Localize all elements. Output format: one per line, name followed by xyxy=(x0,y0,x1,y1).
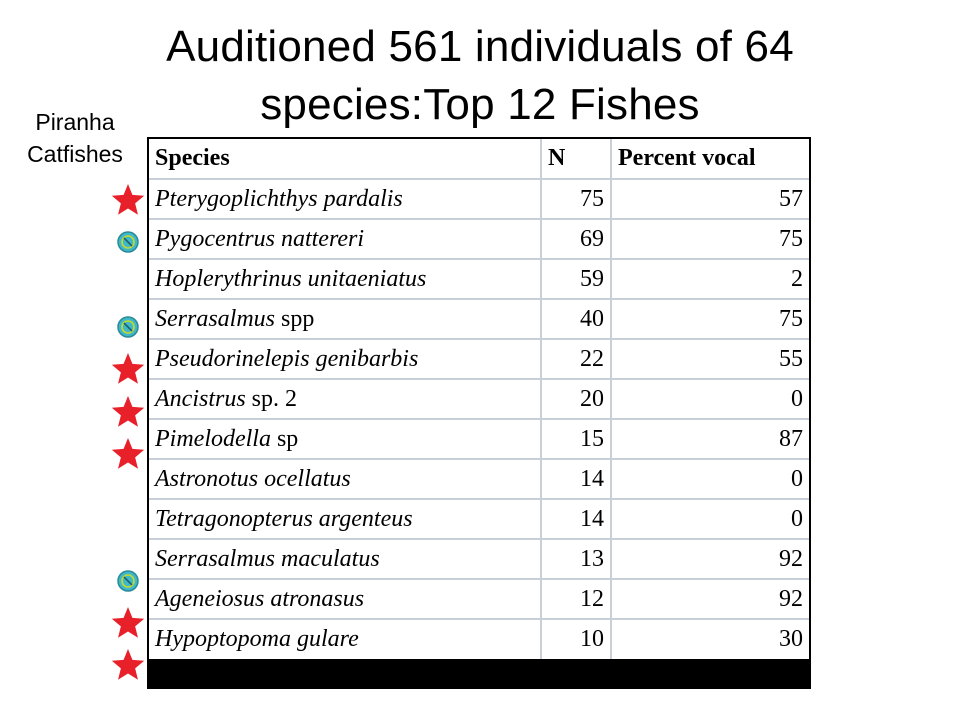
species-name: Pseudorinelepis genibarbis xyxy=(155,345,419,372)
red-star-icon xyxy=(110,647,146,683)
percent-vocal-cell: 0 xyxy=(611,459,809,500)
species-name: Astronotus ocellatus xyxy=(155,465,351,492)
table-row: Pimelodella sp 15 87 xyxy=(149,419,809,460)
species-cell: Hypoptopoma gulare xyxy=(149,619,542,659)
species-name: Serrasalmus xyxy=(155,305,276,332)
species-table: Species N Percent vocal Pterygoplichthys… xyxy=(149,139,809,659)
header-n: N xyxy=(541,139,612,180)
species-name: Hoplerythrinus unitaeniatus xyxy=(155,265,427,292)
table-row: Pterygoplichthys pardalis 75 57 xyxy=(149,179,809,220)
table-body: Pterygoplichthys pardalis 75 57 Pygocentrus… xyxy=(149,179,809,659)
table-row: Ancistrus sp. 2 20 0 xyxy=(149,379,809,420)
table-row: Serrasalmus maculatus 13 92 xyxy=(149,539,809,580)
slide-title: Auditioned 561 individuals of 64 species… xyxy=(166,22,794,129)
percent-vocal-cell: 75 xyxy=(611,299,809,340)
red-star-icon xyxy=(110,436,146,472)
n-cell: 10 xyxy=(541,619,612,659)
teal-circle-icon xyxy=(110,563,146,599)
species-cell: Pterygoplichthys pardalis xyxy=(149,179,542,220)
species-cell: Serrasalmus maculatus xyxy=(149,539,542,580)
species-name: Pimelodella xyxy=(155,425,271,452)
percent-vocal-cell: 75 xyxy=(611,219,809,260)
n-cell: 69 xyxy=(541,219,612,260)
species-name: Tetragonopterus argenteus xyxy=(155,505,413,532)
table-row: Pseudorinelepis genibarbis 22 55 xyxy=(149,339,809,380)
species-name: Hypoptopoma gulare xyxy=(155,626,359,652)
percent-vocal-cell: 0 xyxy=(611,379,809,420)
n-cell: 13 xyxy=(541,539,612,580)
n-cell: 14 xyxy=(541,459,612,500)
species-name: Serrasalmus maculatus xyxy=(155,545,380,572)
n-cell: 20 xyxy=(541,379,612,420)
legend-catfishes-label: Catfishes xyxy=(27,141,123,167)
species-name: Ageneiosus atronasus xyxy=(155,585,365,612)
species-name: Pterygoplichthys pardalis xyxy=(155,185,403,212)
red-star-icon xyxy=(110,182,146,218)
percent-vocal-cell: 2 xyxy=(611,259,809,300)
legend-piranha-label: Piranha xyxy=(35,109,115,135)
red-star-icon xyxy=(110,605,146,641)
percent-vocal-cell: 55 xyxy=(611,339,809,380)
n-cell: 15 xyxy=(541,419,612,460)
percent-vocal-cell: 0 xyxy=(611,499,809,540)
species-cell: Pseudorinelepis genibarbis xyxy=(149,339,542,380)
n-cell: 75 xyxy=(541,179,612,220)
red-star-icon xyxy=(110,351,146,387)
red-star-icon xyxy=(110,394,146,430)
species-suffix: sp. 2 xyxy=(245,385,298,412)
table-row: Hoplerythrinus unitaeniatus 59 2 xyxy=(149,259,809,300)
n-cell: 14 xyxy=(541,499,612,540)
species-cell: Tetragonopterus argenteus xyxy=(149,499,542,540)
legend: Piranha Catfishes xyxy=(10,106,140,170)
n-cell: 22 xyxy=(541,339,612,380)
species-cell: Astronotus ocellatus xyxy=(149,459,542,500)
teal-circle-icon xyxy=(110,224,146,260)
percent-vocal-cell: 92 xyxy=(611,579,809,620)
teal-circle-icon xyxy=(110,309,146,345)
n-cell: 12 xyxy=(541,579,612,620)
n-cell: 40 xyxy=(541,299,612,340)
percent-vocal-cell: 57 xyxy=(611,179,809,220)
row-markers xyxy=(110,180,146,690)
table-row: Astronotus ocellatus 14 0 xyxy=(149,459,809,500)
table-header-row: Species N Percent vocal xyxy=(149,139,809,180)
species-name: Ancistrus xyxy=(155,385,246,412)
species-cell: Serrasalmus spp xyxy=(149,299,542,340)
table-row: Hypoptopoma gulare 10 30 xyxy=(149,619,809,659)
n-cell: 59 xyxy=(541,259,612,300)
table-row: Pygocentrus nattereri 69 75 xyxy=(149,219,809,260)
table-row: Serrasalmus spp 40 75 xyxy=(149,299,809,340)
species-cell: Pimelodella sp xyxy=(149,419,542,460)
species-cell: Hoplerythrinus unitaeniatus xyxy=(149,259,542,300)
species-suffix: sp xyxy=(270,425,299,452)
species-cell: Ancistrus sp. 2 xyxy=(149,379,542,420)
species-name: Pygocentrus nattereri xyxy=(155,225,365,252)
percent-vocal-cell: 30 xyxy=(779,626,803,652)
header-percent-vocal: Percent vocal xyxy=(611,139,809,180)
table-row: Tetragonopterus argenteus 14 0 xyxy=(149,499,809,540)
species-table-frame: Species N Percent vocal Pterygoplichthys… xyxy=(147,137,811,689)
header-species: Species xyxy=(149,139,542,180)
percent-vocal-cell: 92 xyxy=(611,539,809,580)
species-cell: Ageneiosus atronasus xyxy=(149,579,542,620)
species-cell: Pygocentrus nattereri xyxy=(149,219,542,260)
table-row: Ageneiosus atronasus 12 92 xyxy=(149,579,809,620)
percent-vocal-cell: 87 xyxy=(611,419,809,460)
species-suffix: spp xyxy=(275,305,315,332)
